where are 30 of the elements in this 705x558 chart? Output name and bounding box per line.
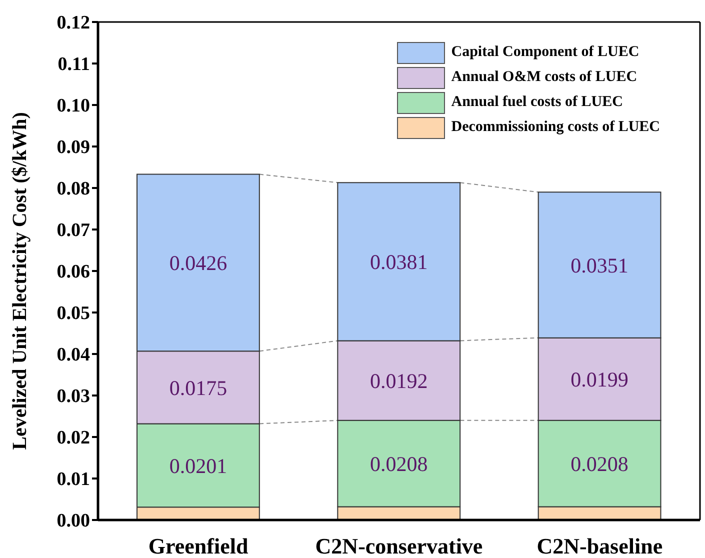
y-tick-label: 0.07 [56,220,90,242]
data-label: 0.0208 [570,452,628,476]
y-axis-title: Levelized Unit Electricity Cost ($/kWh) [9,112,32,450]
y-tick-label: 0.08 [56,178,90,200]
data-label: 0.0199 [570,368,628,392]
x-tick-label: C2N-conservative [315,534,483,558]
y-tick-label: 0.00 [56,510,90,532]
y-tick-label: 0.11 [58,54,90,76]
y-tick-label: 0.10 [56,96,90,117]
data-label: 0.0381 [370,250,428,274]
data-label: 0.0175 [169,376,228,400]
legend-label: Annual O&M costs of LUEC [451,69,638,86]
x-tick-label: Greenfield [148,534,248,558]
legend-label: Decommissioning costs of LUEC [451,119,660,136]
y-tick-label: 0.05 [56,303,90,324]
y-tick-label: 0.06 [56,262,90,283]
y-tick-label: 0.01 [56,469,90,490]
data-label: 0.0192 [370,369,428,394]
data-label: 0.0351 [570,253,628,278]
y-tick-label: 0.04 [56,344,90,366]
legend-label: Annual fuel costs of LUEC [451,94,623,111]
data-label: 0.0201 [169,454,228,478]
y-tick-label: 0.09 [56,137,90,158]
legend-label: Capital Component of LUEC [451,44,640,61]
y-tick-label: 0.03 [56,386,90,408]
y-tick-label: 0.02 [56,428,90,449]
x-tick-label: C2N-baseline [536,534,663,558]
data-label: 0.0208 [370,452,428,476]
data-label: 0.0426 [169,251,228,276]
y-tick-label: 0.12 [56,12,90,34]
